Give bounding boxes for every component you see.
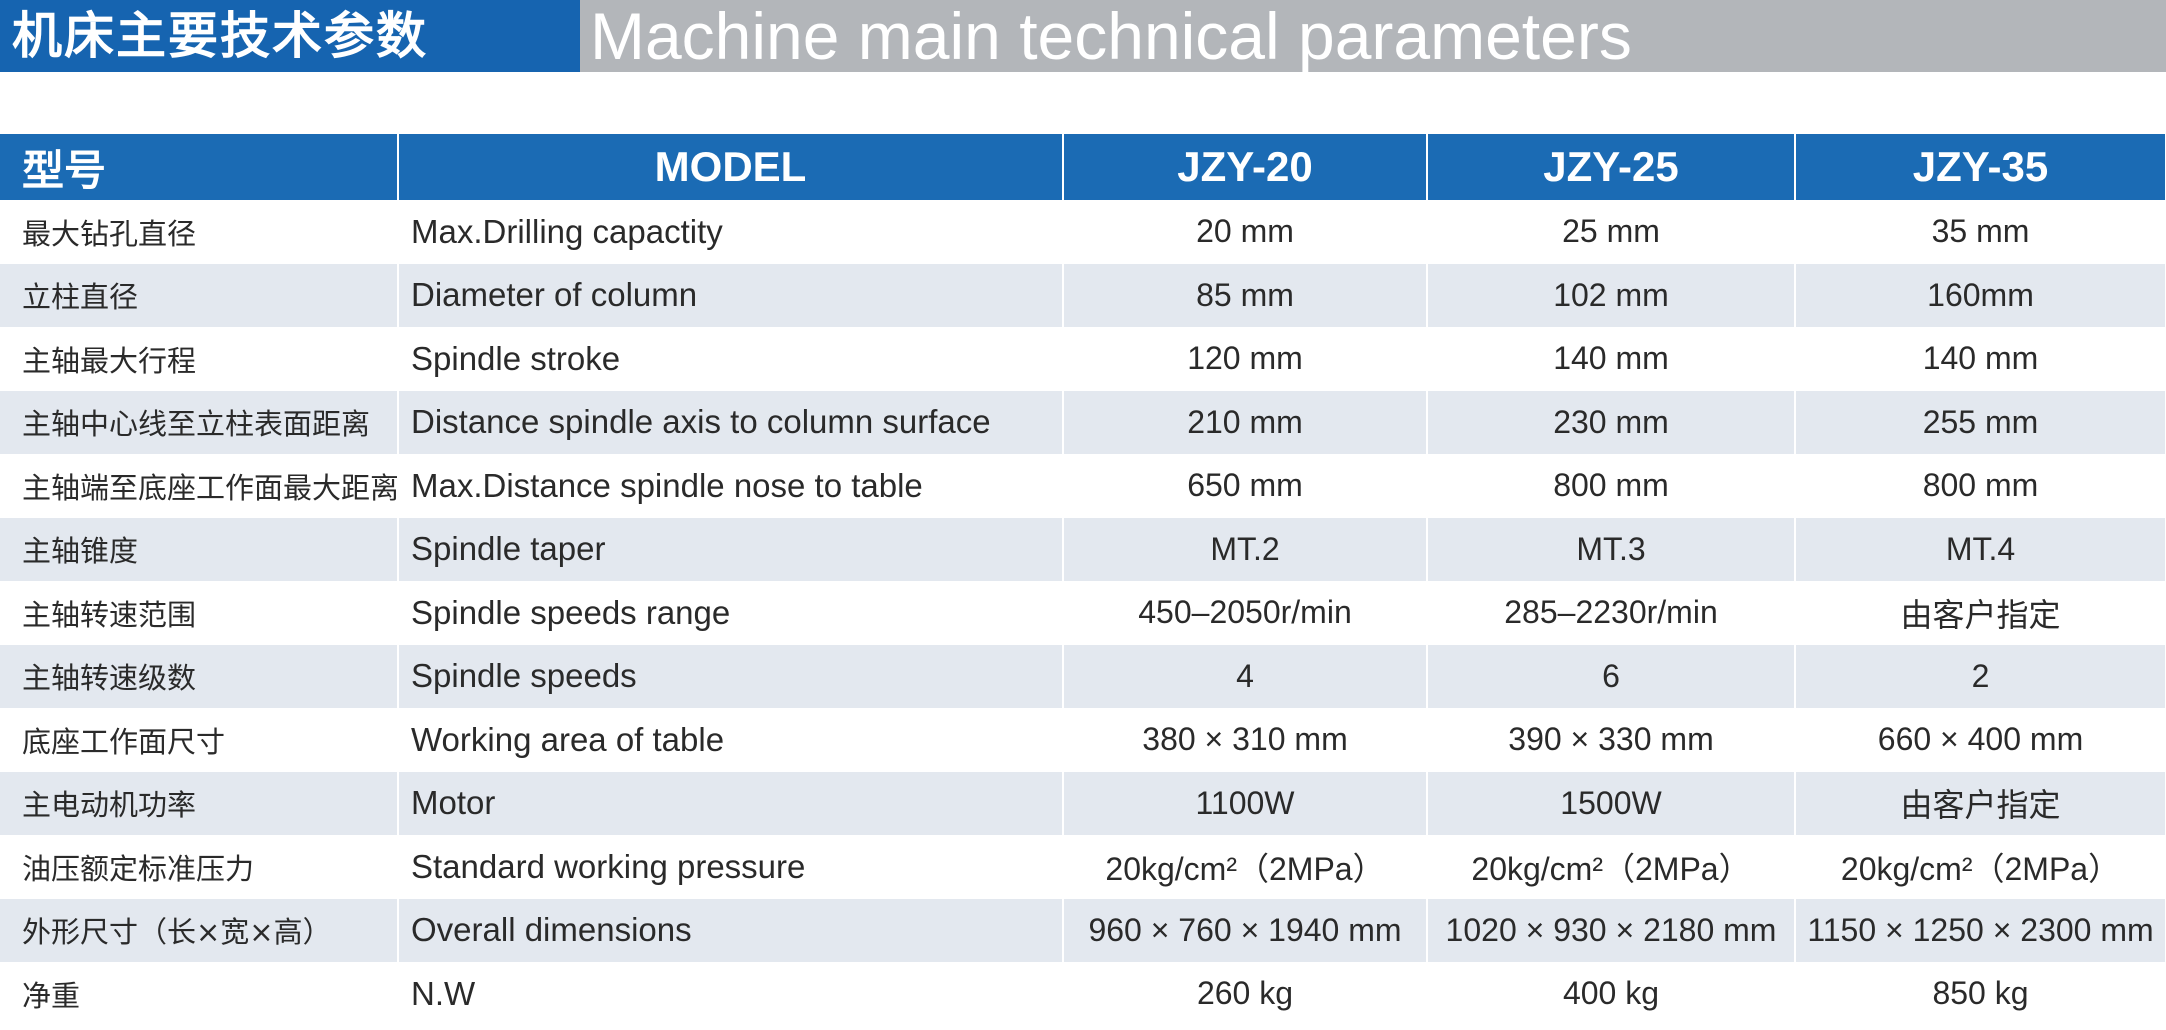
param-en: Diameter of column [398,263,1064,327]
value-cell: 960 × 760 × 1940 mm [1063,898,1428,962]
param-cn: 主轴转速级数 [0,644,399,708]
table-row: 立柱直径 Diameter of column 85 mm 102 mm 160mm [0,263,2166,327]
value-cell: 650 mm [1063,454,1428,518]
param-en: Distance spindle axis to column surface [398,390,1064,454]
value-cell: 2 [1795,644,2166,708]
value-cell: 230 mm [1427,390,1796,454]
value-cell: 260 kg [1063,962,1428,1026]
value-cell: 850 kg [1795,962,2166,1026]
value-cell: 1500W [1427,771,1796,835]
value-cell: 800 mm [1427,454,1796,518]
table-row: 主轴锥度 Spindle taper MT.2 MT.3 MT.4 [0,517,2166,581]
value-cell: 140 mm [1427,327,1796,391]
header-cell: JZY-35 [1795,134,2166,200]
table-row: 主轴最大行程 Spindle stroke 120 mm 140 mm 140 mm [0,327,2166,391]
param-cn: 主轴转速范围 [0,581,399,645]
table-row: 最大钻孔直径 Max.Drilling capactity 20 mm 25 mm 35… [0,200,2166,264]
value-cell: 102 mm [1427,263,1796,327]
table-row: 主轴中心线至立柱表面距离 Distance spindle axis to col… [0,390,2166,454]
table-row: 主轴端至底座工作面最大距离 Max.Distance spindle nose t… [0,454,2166,518]
value-cell: 800 mm [1795,454,2166,518]
value-cell: 4 [1063,644,1428,708]
param-cn: 底座工作面尺寸 [0,708,399,772]
table-row: 净重 N.W 260 kg 400 kg 850 kg [0,962,2166,1026]
value-cell: 6 [1427,644,1796,708]
value-cell: 35 mm [1795,200,2166,264]
value-cell: 1150 × 1250 × 2300 mm [1795,898,2166,962]
value-cell: 390 × 330 mm [1427,708,1796,772]
param-en: Standard working pressure [398,835,1064,899]
header-cell: JZY-20 [1063,134,1428,200]
value-cell: 1100W [1063,771,1428,835]
value-cell: 210 mm [1063,390,1428,454]
table-body: 最大钻孔直径 Max.Drilling capactity 20 mm 25 mm 35… [0,200,2166,1026]
value-cell: 25 mm [1427,200,1796,264]
table-row: 底座工作面尺寸 Working area of table 380 × 310 mm… [0,708,2166,772]
param-cn: 净重 [0,962,399,1026]
param-cn: 主轴端至底座工作面最大距离 [0,454,399,518]
table-row: 主轴转速级数 Spindle speeds 4 6 2 [0,644,2166,708]
value-cell: 20 mm [1063,200,1428,264]
param-en: Spindle speeds range [398,581,1064,645]
value-cell: 120 mm [1063,327,1428,391]
table-row: 主轴转速范围 Spindle speeds range 450–2050r/min 2… [0,581,2166,645]
value-cell: MT.2 [1063,517,1428,581]
param-cn: 主轴最大行程 [0,327,399,391]
value-cell: 由客户指定 [1795,771,2166,835]
value-cell: 1020 × 930 × 2180 mm [1427,898,1796,962]
table-row: 油压额定标准压力 Standard working pressure 20kg/cm… [0,835,2166,899]
value-cell: 20kg/cm²（2MPa） [1063,835,1428,899]
header-cell: JZY-25 [1427,134,1796,200]
param-cn: 油压额定标准压力 [0,835,399,899]
param-cn: 主电动机功率 [0,771,399,835]
value-cell: 140 mm [1795,327,2166,391]
param-en: Overall dimensions [398,898,1064,962]
value-cell: 160mm [1795,263,2166,327]
param-en: Spindle speeds [398,644,1064,708]
title-cn: 机床主要技术参数 [0,0,580,72]
param-cn: 主轴锥度 [0,517,399,581]
value-cell: 85 mm [1063,263,1428,327]
header-cell: MODEL [398,134,1064,200]
value-cell: 660 × 400 mm [1795,708,2166,772]
param-cn: 立柱直径 [0,263,399,327]
table-row: 外形尺寸（长×宽×高） Overall dimensions 960 × 760 ×… [0,898,2166,962]
param-en: N.W [398,962,1064,1026]
table-row: 主电动机功率 Motor 1100W 1500W 由客户指定 [0,771,2166,835]
spec-table: 型号 MODEL JZY-20 JZY-25 JZY-35 最大钻孔直径 Max.Dril… [0,134,2166,1026]
value-cell: 由客户指定 [1795,581,2166,645]
value-cell: 285–2230r/min [1427,581,1796,645]
value-cell: 380 × 310 mm [1063,708,1428,772]
param-en: Working area of table [398,708,1064,772]
title-en: Machine main technical parameters [580,0,2166,72]
param-cn: 最大钻孔直径 [0,200,399,264]
value-cell: 255 mm [1795,390,2166,454]
header-cell: 型号 [0,134,399,200]
param-cn: 外形尺寸（长×宽×高） [0,898,399,962]
value-cell: MT.3 [1427,517,1796,581]
value-cell: 400 kg [1427,962,1796,1026]
param-en: Spindle stroke [398,327,1064,391]
value-cell: 450–2050r/min [1063,581,1428,645]
param-en: Spindle taper [398,517,1064,581]
value-cell: MT.4 [1795,517,2166,581]
param-cn: 主轴中心线至立柱表面距离 [0,390,399,454]
param-en: Max.Drilling capactity [398,200,1064,264]
value-cell: 20kg/cm²（2MPa） [1427,835,1796,899]
param-en: Max.Distance spindle nose to table [398,454,1064,518]
header-row: 型号 MODEL JZY-20 JZY-25 JZY-35 [0,134,2166,200]
value-cell: 20kg/cm²（2MPa） [1795,835,2166,899]
param-en: Motor [398,771,1064,835]
